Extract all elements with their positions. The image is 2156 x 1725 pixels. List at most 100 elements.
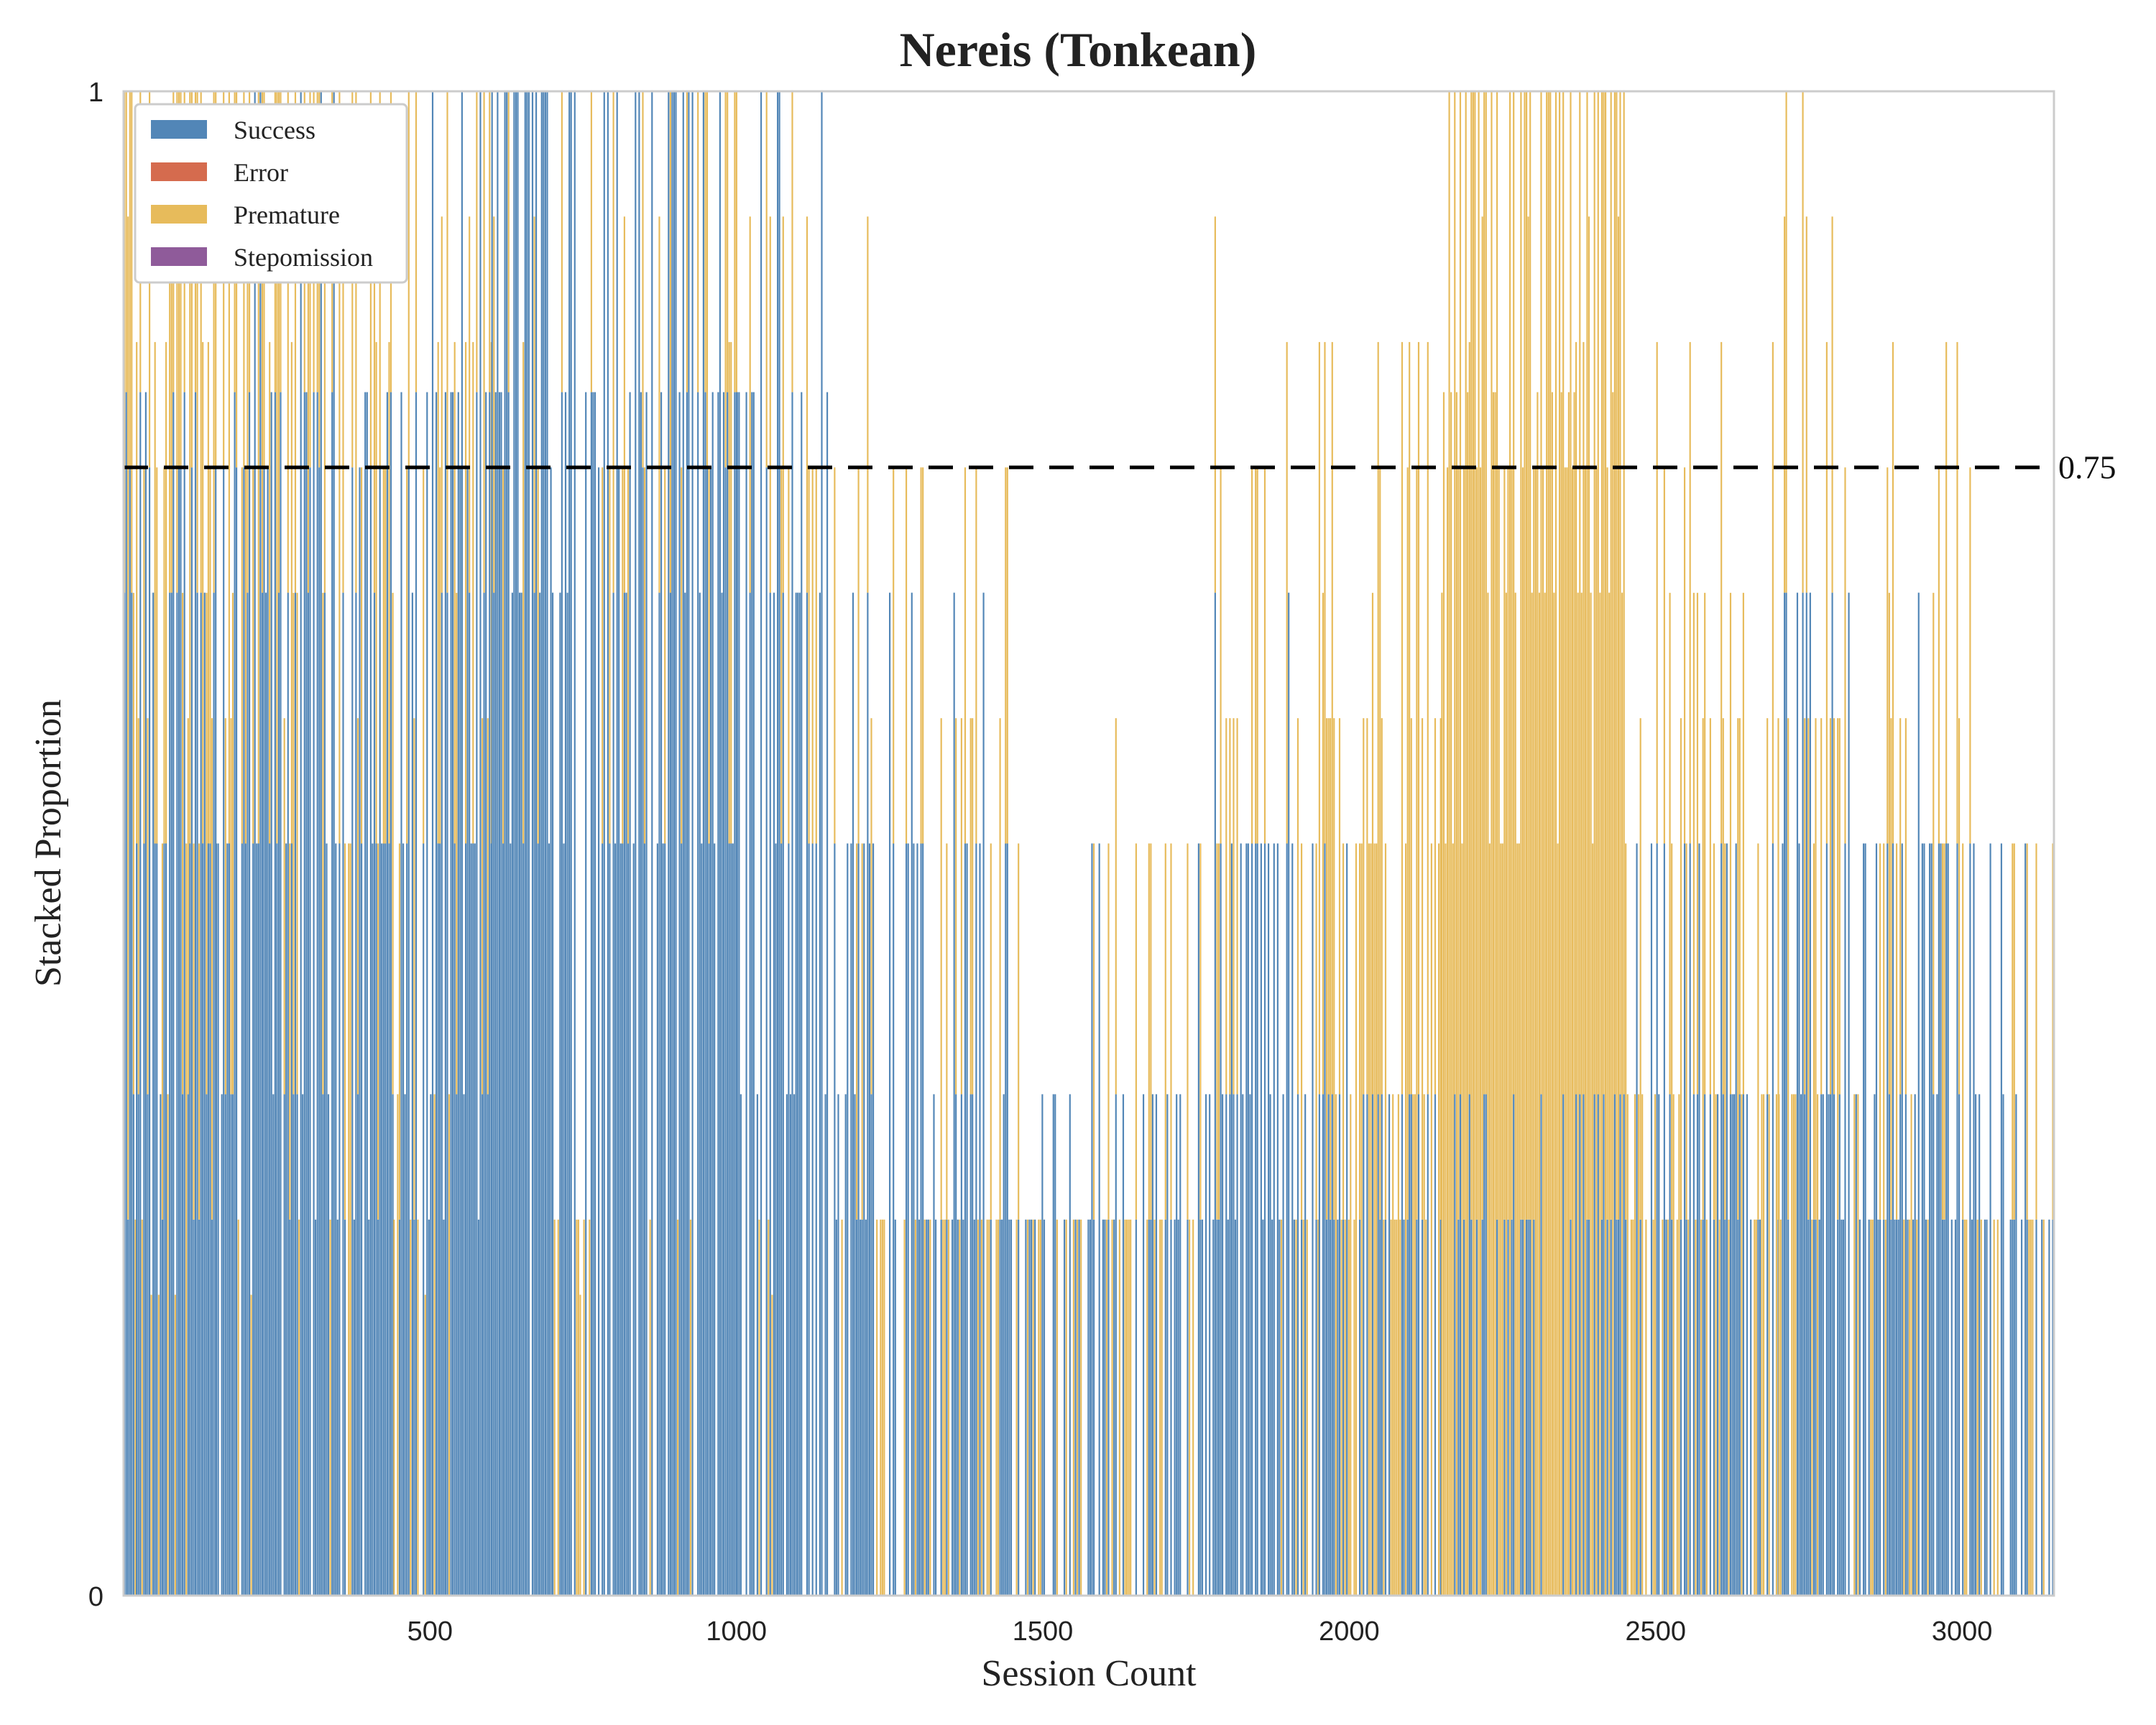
bar-success: [1089, 1219, 1092, 1596]
bar-premature: [677, 1219, 679, 1596]
bar-success: [1975, 1094, 1977, 1596]
bar-premature: [384, 467, 387, 844]
bar-success: [1074, 1219, 1077, 1596]
bar-success: [1529, 1219, 1531, 1596]
bar-success: [236, 467, 238, 1596]
bar-success: [616, 91, 618, 1596]
bar-success: [1925, 1219, 1927, 1596]
bar-premature: [1376, 843, 1378, 1596]
bar-premature: [1562, 91, 1565, 1095]
bar-premature: [143, 467, 145, 844]
bar-success: [691, 91, 694, 1596]
bar-success: [193, 1219, 195, 1596]
bar-premature: [1737, 718, 1739, 1220]
bar-premature: [1831, 216, 1833, 593]
bar-success: [645, 392, 648, 1596]
bar-success: [524, 91, 526, 1596]
bar-premature: [1503, 467, 1506, 1220]
bar-premature: [1903, 1219, 1905, 1596]
y-tick-label: 0: [88, 1582, 103, 1612]
bar-success: [730, 843, 732, 1596]
bar-premature: [1638, 1094, 1640, 1596]
bar-premature: [1072, 1219, 1074, 1596]
bar-success: [415, 392, 418, 1596]
bar-premature: [1785, 91, 1787, 593]
bar-premature: [1761, 1094, 1763, 1596]
bar-success: [701, 843, 703, 1596]
bar-success: [1043, 1219, 1046, 1596]
bar-premature: [1870, 1219, 1872, 1596]
bar-premature: [1390, 1219, 1392, 1596]
bar-premature: [150, 1294, 152, 1596]
bar-premature: [1662, 1219, 1664, 1596]
bar-success: [189, 843, 191, 1596]
bar-success: [361, 843, 363, 1596]
bar-premature: [1370, 843, 1372, 1596]
bar-premature: [1567, 392, 1570, 1596]
bar-premature: [1452, 843, 1454, 1596]
x-tick-label: 2500: [1625, 1616, 1686, 1647]
bar-success: [1333, 1219, 1335, 1596]
bar-premature: [1526, 91, 1528, 1220]
bar-success: [671, 91, 673, 1596]
bar-premature: [161, 843, 164, 1220]
bar-success: [353, 1219, 355, 1596]
bar-premature: [627, 467, 630, 844]
bar-premature: [1772, 341, 1774, 844]
bar-success: [1338, 1094, 1341, 1596]
bar-success: [1293, 1219, 1295, 1596]
bar-success: [479, 91, 482, 1596]
bar-premature: [211, 718, 213, 1220]
bar-premature: [1373, 843, 1376, 1596]
bar-success: [773, 592, 775, 1596]
bar-premature: [1551, 392, 1553, 1596]
bar-success: [788, 843, 790, 1596]
bar-success: [681, 843, 683, 1596]
bar-success: [285, 843, 287, 1596]
bar-success: [1818, 1219, 1820, 1596]
bar-success: [316, 392, 318, 1596]
bar-premature: [1076, 1219, 1079, 1596]
bar-success: [1841, 1219, 1843, 1596]
bar-success: [292, 1094, 295, 1596]
bar-success: [1197, 843, 1199, 1596]
bar-premature: [2042, 1219, 2045, 1596]
bar-success: [441, 592, 443, 1596]
bar-success: [651, 91, 653, 1596]
bar-success: [1720, 843, 1723, 1596]
legend-label-stepomission: Stepomission: [234, 243, 373, 272]
bar-success: [1665, 1219, 1667, 1596]
bar-premature: [870, 718, 872, 1095]
bar-premature: [1729, 592, 1732, 1095]
bar-success: [857, 843, 860, 1596]
bar-success: [351, 467, 354, 1596]
bar-success: [1201, 1219, 1204, 1596]
bar-success: [1269, 1094, 1271, 1596]
bar-success: [972, 1094, 974, 1596]
bar-premature: [1559, 91, 1561, 1596]
bar-success: [749, 592, 751, 1596]
bar-success: [916, 843, 918, 1596]
legend: Success Error Premature Stepomission: [134, 103, 408, 284]
bar-success: [2015, 1094, 2017, 1596]
bar-success: [294, 592, 297, 1596]
bar-premature: [1397, 1094, 1399, 1596]
bar-premature: [224, 718, 226, 1095]
bar-premature: [1150, 843, 1152, 1220]
bar-premature: [1126, 1219, 1128, 1596]
bar-success: [1804, 1094, 1806, 1596]
bar-success: [333, 91, 335, 1596]
bar-premature: [1605, 91, 1607, 1596]
bar-success: [1709, 1094, 1711, 1596]
bar-success: [526, 91, 528, 1596]
bar-premature: [1467, 392, 1469, 1596]
bar-success: [474, 843, 476, 1596]
bar-success: [431, 91, 434, 1596]
bar-premature: [349, 843, 351, 1596]
bar-success: [1897, 1219, 1899, 1596]
bar-success: [1025, 1219, 1027, 1596]
bar-premature: [1492, 392, 1495, 1596]
bar-premature: [348, 843, 350, 1596]
bar-premature: [1327, 718, 1330, 1095]
bar-premature: [893, 467, 895, 844]
